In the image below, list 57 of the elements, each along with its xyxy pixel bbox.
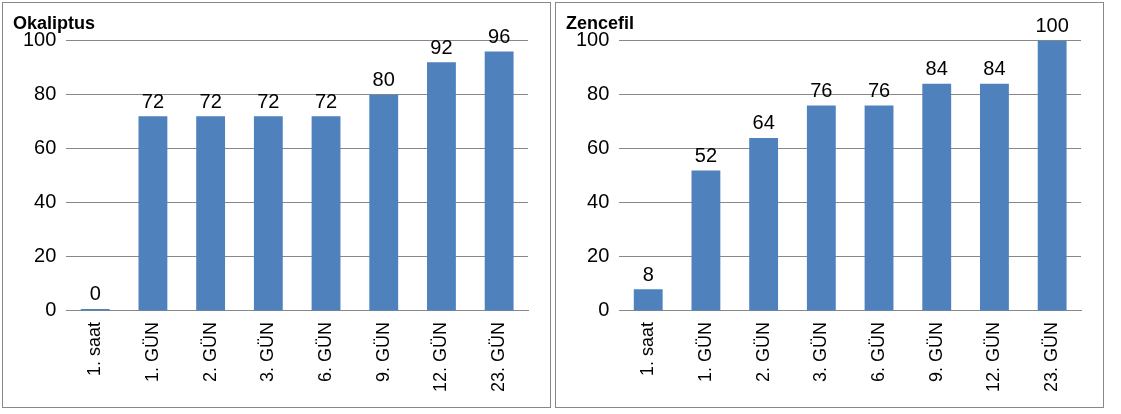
bar	[369, 94, 399, 311]
bar	[806, 105, 836, 311]
data-label: 84	[983, 57, 1006, 80]
data-label: 80	[372, 68, 395, 91]
y-tick-label: 80	[34, 82, 57, 105]
x-tick-label: 9. GÜN	[925, 321, 946, 382]
bar	[922, 83, 952, 311]
y-tick-label: 60	[587, 136, 610, 159]
y-tick-label: 20	[34, 244, 57, 267]
data-label: 0	[89, 282, 101, 305]
x-tick-label: 1. GÜN	[141, 321, 162, 382]
bar	[138, 116, 168, 311]
bar	[311, 116, 341, 311]
bar	[427, 62, 456, 311]
x-tick-label: 3. GÜN	[257, 321, 278, 382]
x-tick-label: 12. GÜN	[430, 321, 451, 393]
data-label: 52	[694, 143, 718, 166]
x-tick-label: 1. saat	[84, 321, 105, 377]
x-tick-label: 2. GÜN	[752, 321, 773, 382]
bar	[864, 105, 894, 311]
x-tick-label: 6. GÜN	[868, 321, 889, 382]
x-tick-label: 12. GÜN	[983, 321, 1004, 393]
x-tick-label: 23. GÜN	[1041, 321, 1062, 393]
data-label: 72	[199, 89, 222, 112]
y-tick-label: 80	[587, 82, 610, 105]
bar	[1037, 40, 1067, 311]
data-label: 8	[642, 262, 654, 285]
x-tick-label: 1. GÜN	[694, 321, 715, 382]
x-tick-label: 9. GÜN	[372, 321, 393, 382]
y-tick-label: 60	[34, 136, 57, 159]
data-label: 76	[810, 79, 833, 102]
bar	[633, 289, 663, 311]
data-label: 100	[1035, 14, 1069, 37]
bar	[253, 116, 283, 311]
x-tick-label: 6. GÜN	[315, 321, 336, 382]
data-label: 72	[257, 89, 280, 112]
bar	[749, 137, 779, 311]
data-label: 72	[314, 89, 338, 112]
data-label: 84	[925, 57, 948, 80]
bar	[980, 83, 1009, 311]
y-tick-label: 0	[45, 298, 57, 321]
bar	[691, 170, 721, 311]
y-tick-label: 40	[587, 190, 610, 213]
x-tick-label: 2. GÜN	[199, 321, 220, 382]
y-tick-label: 20	[587, 244, 610, 267]
bar	[196, 116, 226, 311]
data-label: 76	[867, 79, 891, 102]
x-tick-label: 23. GÜN	[488, 321, 509, 393]
x-tick-label: 1. saat	[637, 321, 658, 377]
data-label: 92	[430, 35, 453, 58]
bar	[484, 51, 514, 311]
data-label: 72	[141, 89, 165, 112]
data-label: 96	[488, 24, 511, 47]
y-tick-label: 0	[598, 298, 610, 321]
data-label: 64	[752, 111, 775, 134]
y-tick-label: 40	[34, 190, 57, 213]
x-tick-label: 3. GÜN	[810, 321, 831, 382]
